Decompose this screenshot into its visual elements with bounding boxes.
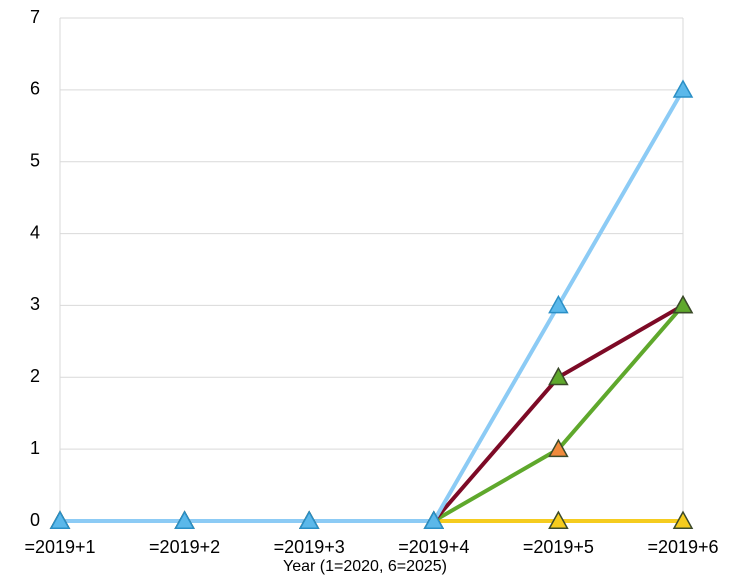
marker bbox=[548, 438, 569, 458]
x-tick-label: =2019+3 bbox=[274, 537, 345, 557]
y-tick-label: 6 bbox=[30, 79, 40, 99]
marker bbox=[672, 79, 694, 98]
x-tick-label: =2019+4 bbox=[398, 537, 469, 557]
y-tick-label: 5 bbox=[30, 150, 40, 170]
marker bbox=[423, 510, 445, 529]
marker bbox=[672, 294, 694, 314]
marker bbox=[548, 510, 569, 529]
x-tick-label: =2019+2 bbox=[149, 537, 220, 557]
y-tick-label: 1 bbox=[30, 438, 40, 458]
x-tick-label: =2019+5 bbox=[523, 537, 594, 557]
x-tick-label: =2019+6 bbox=[647, 537, 718, 557]
y-tick-label: 0 bbox=[30, 510, 40, 530]
marker bbox=[174, 510, 195, 529]
marker bbox=[548, 294, 569, 314]
y-tick-label: 3 bbox=[30, 294, 40, 314]
x-tick-label: =2019+1 bbox=[24, 537, 95, 557]
series-line bbox=[60, 88, 685, 523]
marker bbox=[298, 510, 320, 529]
series-line bbox=[60, 304, 685, 523]
x-axis-label: Year (1=2020, 6=2025) bbox=[283, 558, 447, 575]
y-tick-label: 7 bbox=[30, 7, 40, 27]
marker bbox=[548, 366, 569, 386]
marker bbox=[49, 510, 71, 529]
marker bbox=[672, 510, 694, 529]
y-tick-label: 4 bbox=[30, 222, 40, 242]
y-tick-label: 2 bbox=[30, 366, 40, 386]
